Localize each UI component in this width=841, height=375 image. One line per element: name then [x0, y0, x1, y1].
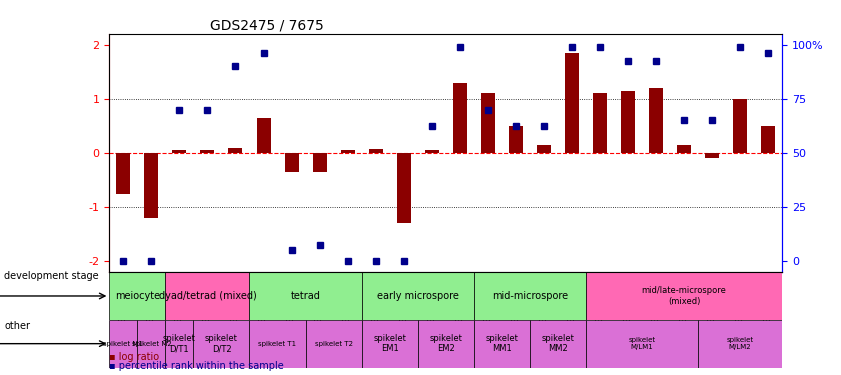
- Bar: [733, 99, 747, 153]
- Text: spikelet
EM1: spikelet EM1: [373, 334, 406, 353]
- Text: spikelet T1: spikelet T1: [258, 340, 297, 346]
- Bar: [341, 150, 355, 153]
- Text: spikelet
D/T2: spikelet D/T2: [205, 334, 238, 353]
- Bar: [397, 153, 410, 224]
- Text: spikelet M2: spikelet M2: [131, 340, 172, 346]
- Text: spikelet M1: spikelet M1: [103, 340, 143, 346]
- FancyBboxPatch shape: [586, 272, 782, 320]
- Bar: [172, 150, 187, 153]
- FancyBboxPatch shape: [473, 320, 530, 368]
- FancyBboxPatch shape: [250, 320, 305, 368]
- Text: other: other: [4, 321, 30, 331]
- Text: spikelet
M/LM1: spikelet M/LM1: [628, 337, 655, 350]
- Bar: [481, 93, 495, 153]
- Text: dyad/tetrad (mixed): dyad/tetrad (mixed): [159, 291, 257, 301]
- Text: mid/late-microspore
(mixed): mid/late-microspore (mixed): [642, 286, 727, 306]
- Bar: [761, 126, 775, 153]
- FancyBboxPatch shape: [166, 320, 193, 368]
- Bar: [621, 91, 635, 153]
- Bar: [705, 153, 719, 158]
- Bar: [229, 147, 242, 153]
- Bar: [537, 145, 551, 153]
- FancyBboxPatch shape: [250, 272, 362, 320]
- Bar: [145, 153, 158, 218]
- Bar: [649, 88, 663, 153]
- Text: GDS2475 / 7675: GDS2475 / 7675: [210, 19, 324, 33]
- FancyBboxPatch shape: [473, 272, 586, 320]
- Text: development stage: development stage: [4, 271, 99, 280]
- Bar: [425, 150, 439, 153]
- Text: ▪ percentile rank within the sample: ▪ percentile rank within the sample: [109, 361, 284, 371]
- FancyBboxPatch shape: [586, 320, 698, 368]
- Bar: [509, 126, 523, 153]
- Bar: [200, 150, 214, 153]
- Text: spikelet
M/LM2: spikelet M/LM2: [727, 337, 754, 350]
- Bar: [116, 153, 130, 194]
- Bar: [565, 53, 579, 153]
- Text: spikelet
MM2: spikelet MM2: [542, 334, 574, 353]
- Text: early microspore: early microspore: [377, 291, 458, 301]
- Bar: [257, 118, 271, 153]
- FancyBboxPatch shape: [166, 272, 250, 320]
- FancyBboxPatch shape: [418, 320, 473, 368]
- Text: meiocyte: meiocyte: [115, 291, 160, 301]
- FancyBboxPatch shape: [530, 320, 586, 368]
- Text: mid-microspore: mid-microspore: [492, 291, 568, 301]
- FancyBboxPatch shape: [362, 272, 473, 320]
- Bar: [313, 153, 326, 172]
- FancyBboxPatch shape: [109, 272, 166, 320]
- Bar: [677, 145, 691, 153]
- Text: ▪ log ratio: ▪ log ratio: [109, 352, 160, 362]
- FancyBboxPatch shape: [362, 320, 418, 368]
- Bar: [368, 148, 383, 153]
- Text: spikelet T2: spikelet T2: [315, 340, 352, 346]
- FancyBboxPatch shape: [305, 320, 362, 368]
- Text: spikelet
EM2: spikelet EM2: [429, 334, 463, 353]
- FancyBboxPatch shape: [698, 320, 782, 368]
- Text: spikelet
D/T1: spikelet D/T1: [163, 334, 196, 353]
- Text: spikelet
MM1: spikelet MM1: [485, 334, 518, 353]
- FancyBboxPatch shape: [193, 320, 250, 368]
- FancyBboxPatch shape: [109, 320, 137, 368]
- FancyBboxPatch shape: [137, 320, 166, 368]
- Bar: [284, 153, 299, 172]
- Bar: [452, 82, 467, 153]
- Bar: [593, 93, 607, 153]
- Text: tetrad: tetrad: [291, 291, 320, 301]
